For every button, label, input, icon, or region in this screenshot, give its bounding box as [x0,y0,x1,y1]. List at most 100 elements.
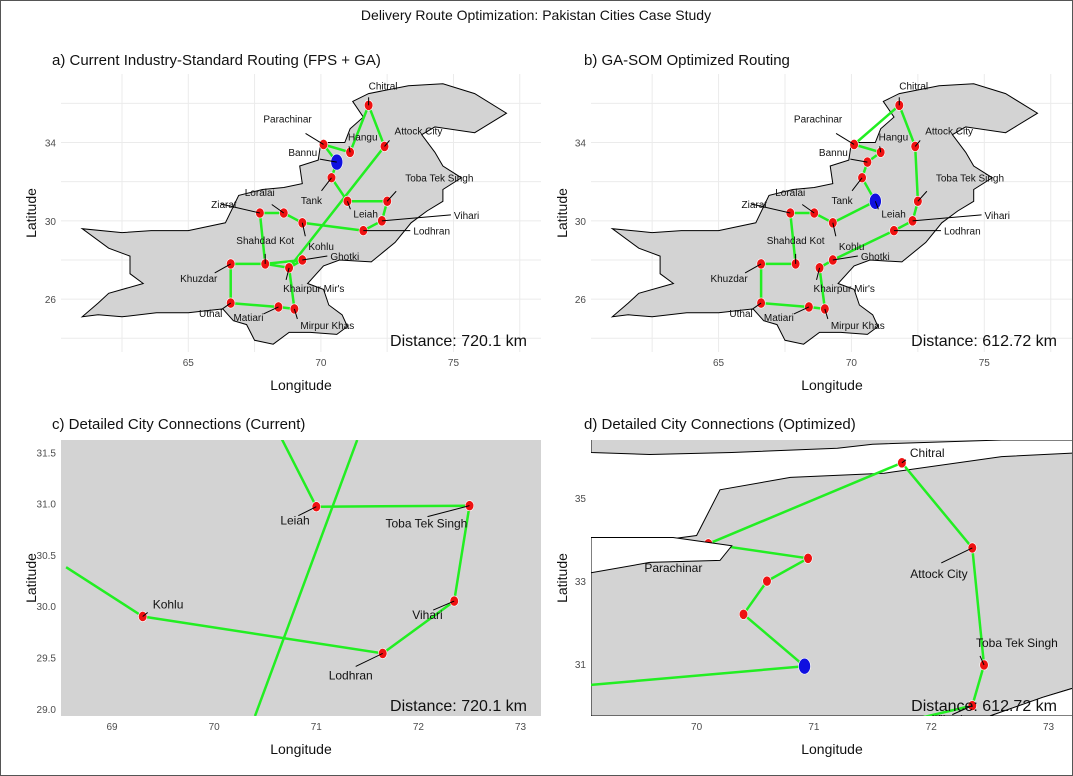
city-label-hangu: Hangu [879,132,908,143]
city-label-matiari: Matiari [233,313,263,324]
panel-a-title: a) Current Industry-Standard Routing (FP… [52,52,381,69]
city-label-khuzdar: Khuzdar [180,274,218,285]
x-tick-label: 70 [846,358,858,369]
city-label-kohlu: Kohlu [308,242,334,253]
city-label-ghotki: Ghotki [861,252,890,263]
label-leader-ziarat [220,203,261,214]
city-label-khuzdar: Khuzdar [710,274,748,285]
x-tick-label: 75 [979,358,991,369]
city-label-uthal: Uthal [199,309,222,320]
x-tick-label: 75 [448,358,460,369]
city-label-shahdad-kot: Shahdad Kot [236,236,294,247]
y-tick-label: 31 [575,660,587,671]
city-label-vihari: Vihari [932,713,962,727]
x-tick-label: 72 [413,722,425,733]
city-label-attock-city: Attock City [395,126,443,137]
panel-d-cities [703,457,989,731]
label-leader-ziarat [751,203,791,214]
label-leader-khairpur-mir-s [816,267,821,280]
x-tick-label: 65 [713,358,725,369]
city-point-stop [803,552,813,564]
city-label-toba-tek-singh: Toba Tek Singh [936,173,1004,184]
x-tick-label: 73 [515,722,527,733]
city-label-leiah: Leiah [280,514,309,528]
city-label-shahdad-kot: Shahdad Kot [767,236,825,247]
label-leader-vihari [952,705,973,716]
city-label-mirpur-khas: Mirpur Khas [831,321,885,332]
label-leader-tank [851,177,863,192]
city-label-lodhran: Lodhran [329,668,373,682]
label-leader-uthal [750,302,762,311]
x-tick-label: 71 [808,722,820,733]
label-leader-attock-city [914,140,921,147]
panel-d-border-edge [989,687,1072,716]
label-leader-kohlu [301,222,306,237]
label-leader-toba-tek-singh [427,505,470,518]
city-label-hangu: Hangu [348,132,377,143]
city-label-tank: Tank [301,196,323,207]
city-point-vihari [449,595,459,607]
main-title: Delivery Route Optimization: Pakistan Ci… [361,7,711,23]
label-leader-toba-tek-singh [979,655,985,666]
x-tick-label: 73 [1043,722,1055,733]
city-label-loralai: Loralai [775,188,805,199]
y-tick-label: 29.5 [37,654,57,665]
label-leader-khuzdar [744,263,762,274]
x-tick-label: 70 [315,358,327,369]
label-leader-toba-tek-singh [386,190,397,202]
label-leader-bannu [850,158,868,163]
city-label-leiah: Leiah [353,209,377,220]
label-leader-kohlu [142,612,149,617]
city-point-stop [880,721,889,731]
panel-b: b) GA-SOM Optimized Routing Chitral Parac… [554,52,1072,393]
city-label-vihari: Vihari [454,211,479,222]
panel-d-ticks: 70 71 72 73 31 33 35 [575,494,1055,733]
x-tick-label: 69 [107,722,119,733]
label-leader-matiari [263,306,279,315]
panel-a: a) Current Industry-Standard Routing (FP… [23,52,541,393]
y-tick-label: 30.0 [37,602,57,613]
panel-b-ylabel: Latitude [554,188,570,238]
city-point-stop [762,575,772,587]
panel-b-pakistan-outline [610,83,1039,345]
city-label-chitral: Chitral [899,81,928,92]
panel-c-ylabel: Latitude [23,553,39,603]
label-leader-uthal [220,302,232,311]
panel-d-title: d) Detailed City Connections (Optimized) [584,416,856,433]
label-leader-lodhran [355,652,383,667]
y-tick-label: 30.5 [37,551,57,562]
city-label-ghotki: Ghotki [330,252,359,263]
panel-a-distance: Distance: 720.1 km [390,333,527,350]
label-leader-attock-city [941,547,973,564]
label-leader-khairpur-mir-s [285,267,290,280]
city-label-chitral: Chitral [369,81,398,92]
city-label-attock-city: Attock City [910,567,967,581]
city-label-bannu: Bannu [288,148,317,159]
city-label-mirpur-khas: Mirpur Khas [300,321,354,332]
label-leader-attock-city [384,140,390,147]
city-label-vihari: Vihari [412,608,442,622]
panel-d-distance: Distance: 612.72 km [911,698,1057,715]
y-tick-label: 34 [45,139,57,150]
label-leader-vihari [432,600,455,611]
label-leader-kohlu [832,222,837,237]
city-point-loralai [279,207,289,219]
city-label-lodhran: Lodhran [944,227,981,238]
city-label-bannu: Bannu [819,148,848,159]
y-tick-label: 30 [45,217,57,228]
label-leader-ghotki [832,255,858,261]
panel-b-city-labels: Chitral Parachinar Hangu Attock City Bannu Ta… [710,81,1009,332]
x-tick-label: 70 [691,722,703,733]
label-leader-mirpur-khas [824,308,829,320]
city-point-leiah [342,195,353,207]
label-leader-parachinar [835,133,855,145]
city-label-ziarat: Ziarat [742,200,768,211]
city-label-khairpur-mir-s: Khairpur Mir's [814,284,875,295]
panel-c: c) Detailed City Connections (Current) L… [23,416,541,757]
city-label-toba-tek-singh: Toba Tek Singh [386,517,468,531]
label-leader-hangu [348,146,351,153]
panel-a-pakistan-outline [80,83,508,345]
panel-c-city-labels: Leiah Toba Tek Singh Vihari Lodhran Kohlu [142,505,470,682]
city-label-vihari: Vihari [985,211,1010,222]
